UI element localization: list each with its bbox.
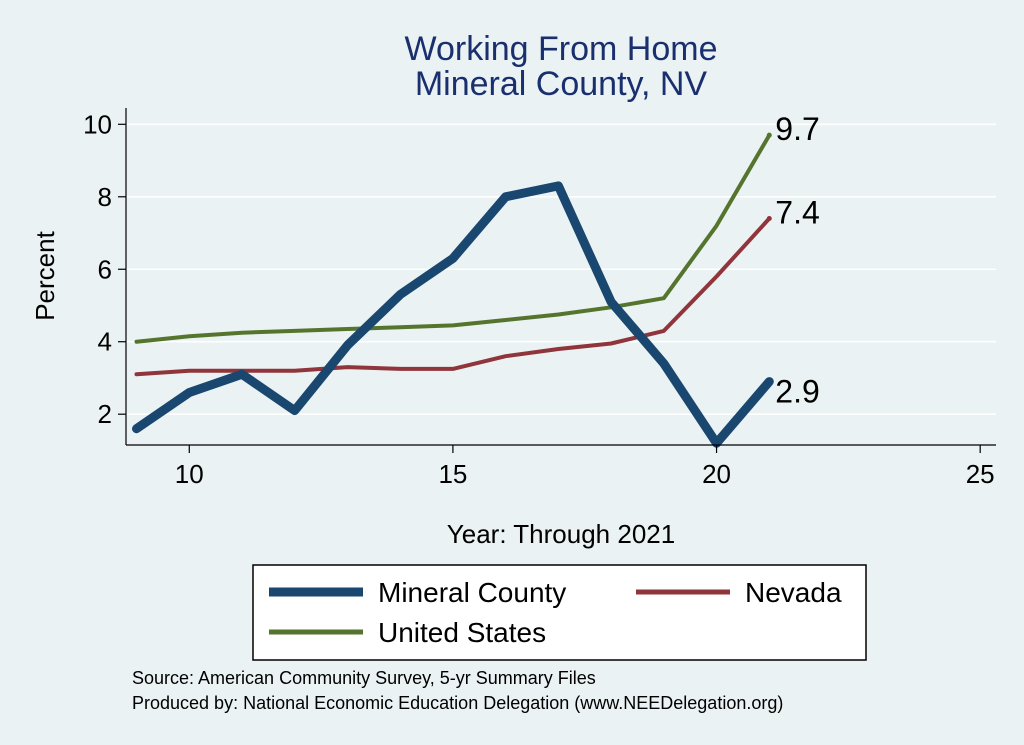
y-tick-label-2: 2 bbox=[98, 399, 112, 429]
series-endpoint-mineral-county bbox=[766, 379, 772, 385]
chart-title: Working From Home bbox=[405, 30, 718, 68]
series-endpoint-nevada bbox=[766, 216, 772, 222]
x-tick-label-15: 15 bbox=[438, 459, 467, 489]
axes bbox=[125, 108, 996, 446]
y-tick-label-4: 4 bbox=[98, 327, 112, 357]
y-tick-label-8: 8 bbox=[98, 182, 112, 212]
series-endpoint-united-states bbox=[766, 132, 772, 138]
y-axis-title: Percent bbox=[30, 230, 60, 320]
legend-label-mineral-county: Mineral County bbox=[378, 577, 566, 608]
y-tick-label-6: 6 bbox=[98, 254, 112, 284]
produced-by-note: Produced by: National Economic Education… bbox=[132, 693, 783, 713]
y-tick-label-10: 10 bbox=[83, 109, 112, 139]
gridlines bbox=[126, 123, 996, 415]
x-tick-label-25: 25 bbox=[966, 459, 995, 489]
source-note: Source: American Community Survey, 5-yr … bbox=[132, 668, 596, 688]
series-line-mineral-county bbox=[132, 181, 774, 448]
series-lines bbox=[132, 132, 774, 448]
end-label-united-states: 9.7 bbox=[775, 111, 819, 147]
x-tick-label-10: 10 bbox=[175, 459, 204, 489]
series-line-united-states bbox=[134, 133, 772, 344]
legend-label-united-states: United States bbox=[378, 617, 546, 648]
x-tick-label-20: 20 bbox=[702, 459, 731, 489]
plot-area bbox=[126, 108, 996, 445]
x-axis-ticks: 10 15 20 25 bbox=[175, 445, 995, 489]
x-axis-title: Year: Through 2021 bbox=[447, 519, 675, 549]
end-label-mineral-county: 2.9 bbox=[775, 374, 819, 410]
legend-box bbox=[252, 564, 867, 661]
end-labels: 2.9 7.4 9.7 bbox=[775, 111, 819, 409]
y-axis-ticks: 2 4 6 8 10 bbox=[83, 109, 126, 429]
end-label-nevada: 7.4 bbox=[775, 195, 819, 231]
chart-subtitle: Mineral County, NV bbox=[415, 65, 708, 103]
legend: Mineral County Nevada United States bbox=[252, 564, 867, 661]
legend-label-nevada: Nevada bbox=[745, 577, 842, 608]
